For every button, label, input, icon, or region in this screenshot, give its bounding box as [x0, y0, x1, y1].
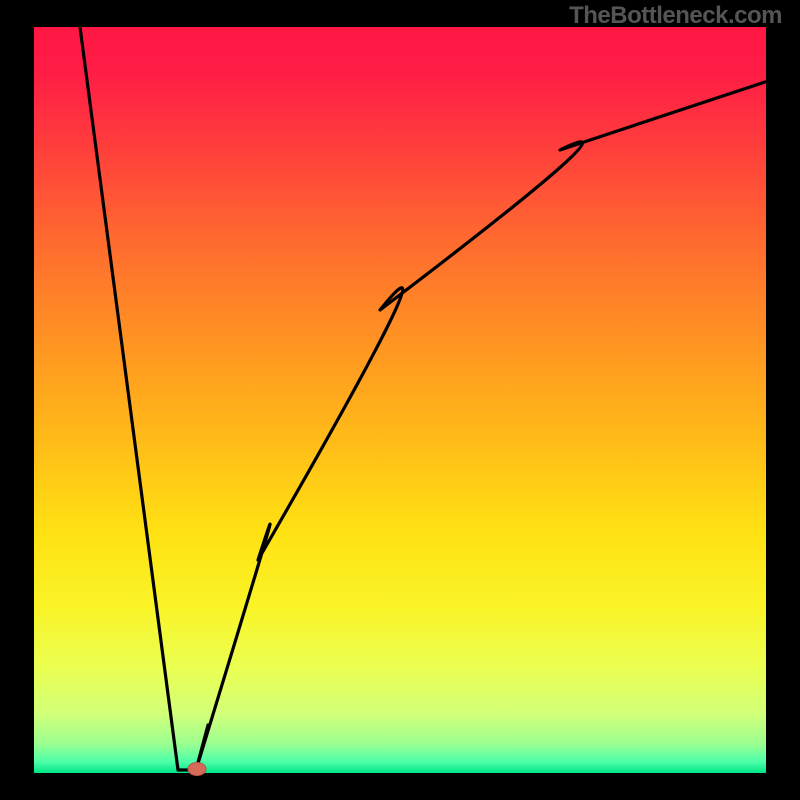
- chart-svg: [0, 0, 800, 800]
- watermark-label: TheBottleneck.com: [569, 2, 782, 30]
- optimal-point-marker: [188, 763, 206, 776]
- bottleneck-chart: TheBottleneck.com: [0, 0, 800, 800]
- chart-gradient-area: [34, 27, 766, 773]
